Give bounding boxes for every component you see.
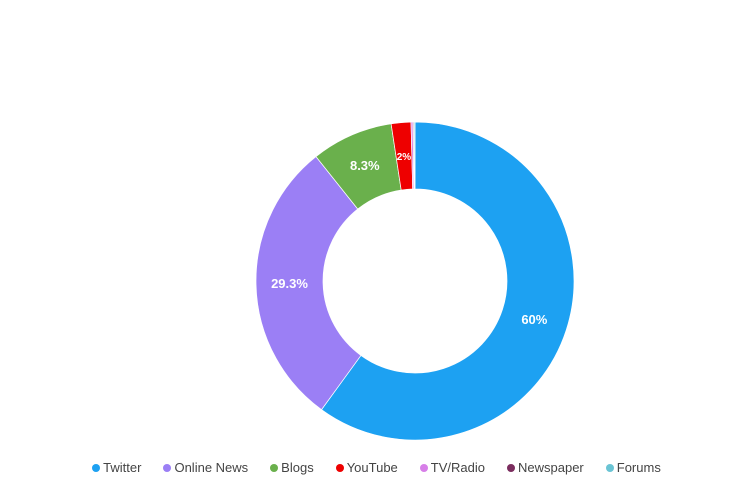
legend-label: Blogs <box>281 460 314 475</box>
slice-online-news[interactable] <box>255 156 362 411</box>
legend-marker <box>605 463 614 472</box>
legend-label: Online News <box>174 460 249 475</box>
legend-item[interactable]: Newspaper <box>507 460 584 475</box>
data-label: 60% <box>521 312 547 327</box>
legend-marker <box>335 463 344 472</box>
legend: Twitter Online News Blogs YouTube TV/Radio Ne… <box>0 460 753 475</box>
data-label: 8.3% <box>350 158 380 173</box>
legend-item[interactable]: Twitter <box>92 460 141 475</box>
data-label: 2% <box>397 152 412 163</box>
legend-item[interactable]: Online News <box>163 460 248 475</box>
legend-item[interactable]: Blogs <box>270 460 314 475</box>
legend-marker <box>270 463 279 472</box>
legend-item[interactable]: YouTube <box>335 460 398 475</box>
legend-marker <box>92 463 101 472</box>
slice-forums[interactable] <box>413 121 416 190</box>
slice-twitter[interactable] <box>321 121 575 441</box>
legend-marker <box>507 463 515 472</box>
legend-item[interactable]: TV/Radio <box>419 460 485 475</box>
legend-label: YouTube <box>346 460 398 475</box>
data-label: 29.3% <box>271 276 308 291</box>
legend-item[interactable]: Forums <box>605 460 661 475</box>
legend-label: Newspaper <box>518 460 584 475</box>
legend-marker <box>419 463 428 472</box>
legend-marker <box>163 463 172 472</box>
legend-label: Forums <box>616 460 661 475</box>
legend-label: TV/Radio <box>430 460 485 475</box>
legend-label: Twitter <box>103 460 142 475</box>
